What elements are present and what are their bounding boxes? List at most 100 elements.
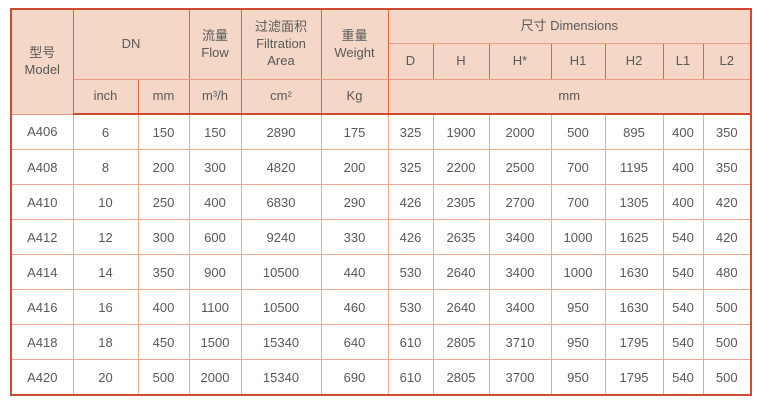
table-row: A410 10 250 400 6830 290 426 2305 2700 7…	[10, 184, 752, 220]
header-dim-h2: H2	[604, 43, 664, 80]
header-dim-h1: H1	[550, 43, 606, 80]
table-header: 型号 Model DN 流量 Flow 过滤面积 Filtration Area…	[10, 8, 752, 115]
cell-flow: 900	[188, 254, 242, 290]
table-body: A406 6 150 150 2890 175 325 1900 2000 50…	[10, 113, 752, 396]
cell-l2: 500	[702, 289, 752, 325]
table-row: A416 16 400 1100 10500 460 530 2640 3400…	[10, 289, 752, 325]
cell-weight: 440	[320, 254, 389, 290]
table-row: A412 12 300 600 9240 330 426 2635 3400 1…	[10, 219, 752, 255]
table-row: A418 18 450 1500 15340 640 610 2805 3710…	[10, 324, 752, 360]
cell-inch: 6	[72, 113, 139, 150]
cell-d: 610	[387, 324, 434, 360]
cell-h: 1900	[432, 113, 490, 150]
unit-weight: Kg	[320, 79, 389, 115]
cell-d: 610	[387, 359, 434, 396]
cell-model: A410	[10, 184, 74, 220]
cell-l1: 540	[662, 219, 704, 255]
cell-weight: 640	[320, 324, 389, 360]
unit-inch: inch	[72, 79, 139, 115]
cell-hstar: 3400	[488, 289, 552, 325]
cell-h2: 1630	[604, 254, 664, 290]
cell-weight: 290	[320, 184, 389, 220]
cell-h: 2635	[432, 219, 490, 255]
unit-flow: m³/h	[188, 79, 242, 115]
cell-weight: 200	[320, 149, 389, 185]
cell-model: A408	[10, 149, 74, 185]
table-row: A414 14 350 900 10500 440 530 2640 3400 …	[10, 254, 752, 290]
header-dim-hstar: H*	[488, 43, 552, 80]
cell-l1: 540	[662, 359, 704, 396]
cell-mm: 350	[137, 254, 190, 290]
cell-h1: 700	[550, 184, 606, 220]
cell-model: A414	[10, 254, 74, 290]
cell-h1: 1000	[550, 219, 606, 255]
table-row: A406 6 150 150 2890 175 325 1900 2000 50…	[10, 113, 752, 150]
cell-hstar: 2500	[488, 149, 552, 185]
cell-hstar: 3700	[488, 359, 552, 396]
cell-inch: 16	[72, 289, 139, 325]
cell-h1: 950	[550, 324, 606, 360]
cell-h2: 1195	[604, 149, 664, 185]
cell-l2: 350	[702, 113, 752, 150]
cell-mm: 500	[137, 359, 190, 396]
cell-l1: 540	[662, 254, 704, 290]
header-dim-d: D	[387, 43, 434, 80]
cell-h: 2805	[432, 359, 490, 396]
header-row-1: 型号 Model DN 流量 Flow 过滤面积 Filtration Area…	[10, 8, 752, 115]
cell-h: 2640	[432, 254, 490, 290]
cell-d: 426	[387, 219, 434, 255]
cell-mm: 300	[137, 219, 190, 255]
cell-area: 6830	[240, 184, 322, 220]
cell-model: A420	[10, 359, 74, 396]
header-dn: DN	[72, 8, 190, 80]
cell-inch: 14	[72, 254, 139, 290]
unit-mm: mm	[137, 79, 190, 115]
cell-inch: 18	[72, 324, 139, 360]
spec-table: 型号 Model DN 流量 Flow 过滤面积 Filtration Area…	[10, 8, 752, 396]
cell-l2: 350	[702, 149, 752, 185]
cell-flow: 1500	[188, 324, 242, 360]
cell-flow: 2000	[188, 359, 242, 396]
cell-hstar: 2000	[488, 113, 552, 150]
cell-mm: 200	[137, 149, 190, 185]
cell-hstar: 3710	[488, 324, 552, 360]
cell-d: 426	[387, 184, 434, 220]
cell-area: 2890	[240, 113, 322, 150]
cell-inch: 10	[72, 184, 139, 220]
table-row: A408 8 200 300 4820 200 325 2200 2500 70…	[10, 149, 752, 185]
cell-mm: 450	[137, 324, 190, 360]
cell-h2: 1630	[604, 289, 664, 325]
cell-model: A418	[10, 324, 74, 360]
cell-hstar: 3400	[488, 254, 552, 290]
cell-area: 15340	[240, 359, 322, 396]
cell-l2: 500	[702, 324, 752, 360]
cell-h2: 895	[604, 113, 664, 150]
cell-h2: 1625	[604, 219, 664, 255]
cell-l1: 540	[662, 324, 704, 360]
header-flow: 流量 Flow	[188, 8, 242, 80]
cell-hstar: 2700	[488, 184, 552, 220]
cell-flow: 400	[188, 184, 242, 220]
cell-area: 15340	[240, 324, 322, 360]
cell-weight: 460	[320, 289, 389, 325]
cell-mm: 400	[137, 289, 190, 325]
cell-d: 530	[387, 254, 434, 290]
cell-flow: 150	[188, 113, 242, 150]
cell-h1: 950	[550, 289, 606, 325]
cell-l1: 540	[662, 289, 704, 325]
cell-area: 9240	[240, 219, 322, 255]
cell-h: 2305	[432, 184, 490, 220]
cell-inch: 8	[72, 149, 139, 185]
cell-l2: 420	[702, 219, 752, 255]
cell-mm: 250	[137, 184, 190, 220]
cell-flow: 600	[188, 219, 242, 255]
cell-hstar: 3400	[488, 219, 552, 255]
cell-flow: 1100	[188, 289, 242, 325]
cell-inch: 20	[72, 359, 139, 396]
unit-dimensions: mm	[387, 79, 752, 115]
cell-h1: 700	[550, 149, 606, 185]
header-row-2: D H H* H1 H2 L1 L2	[11, 43, 752, 80]
cell-d: 530	[387, 289, 434, 325]
cell-flow: 300	[188, 149, 242, 185]
cell-inch: 12	[72, 219, 139, 255]
